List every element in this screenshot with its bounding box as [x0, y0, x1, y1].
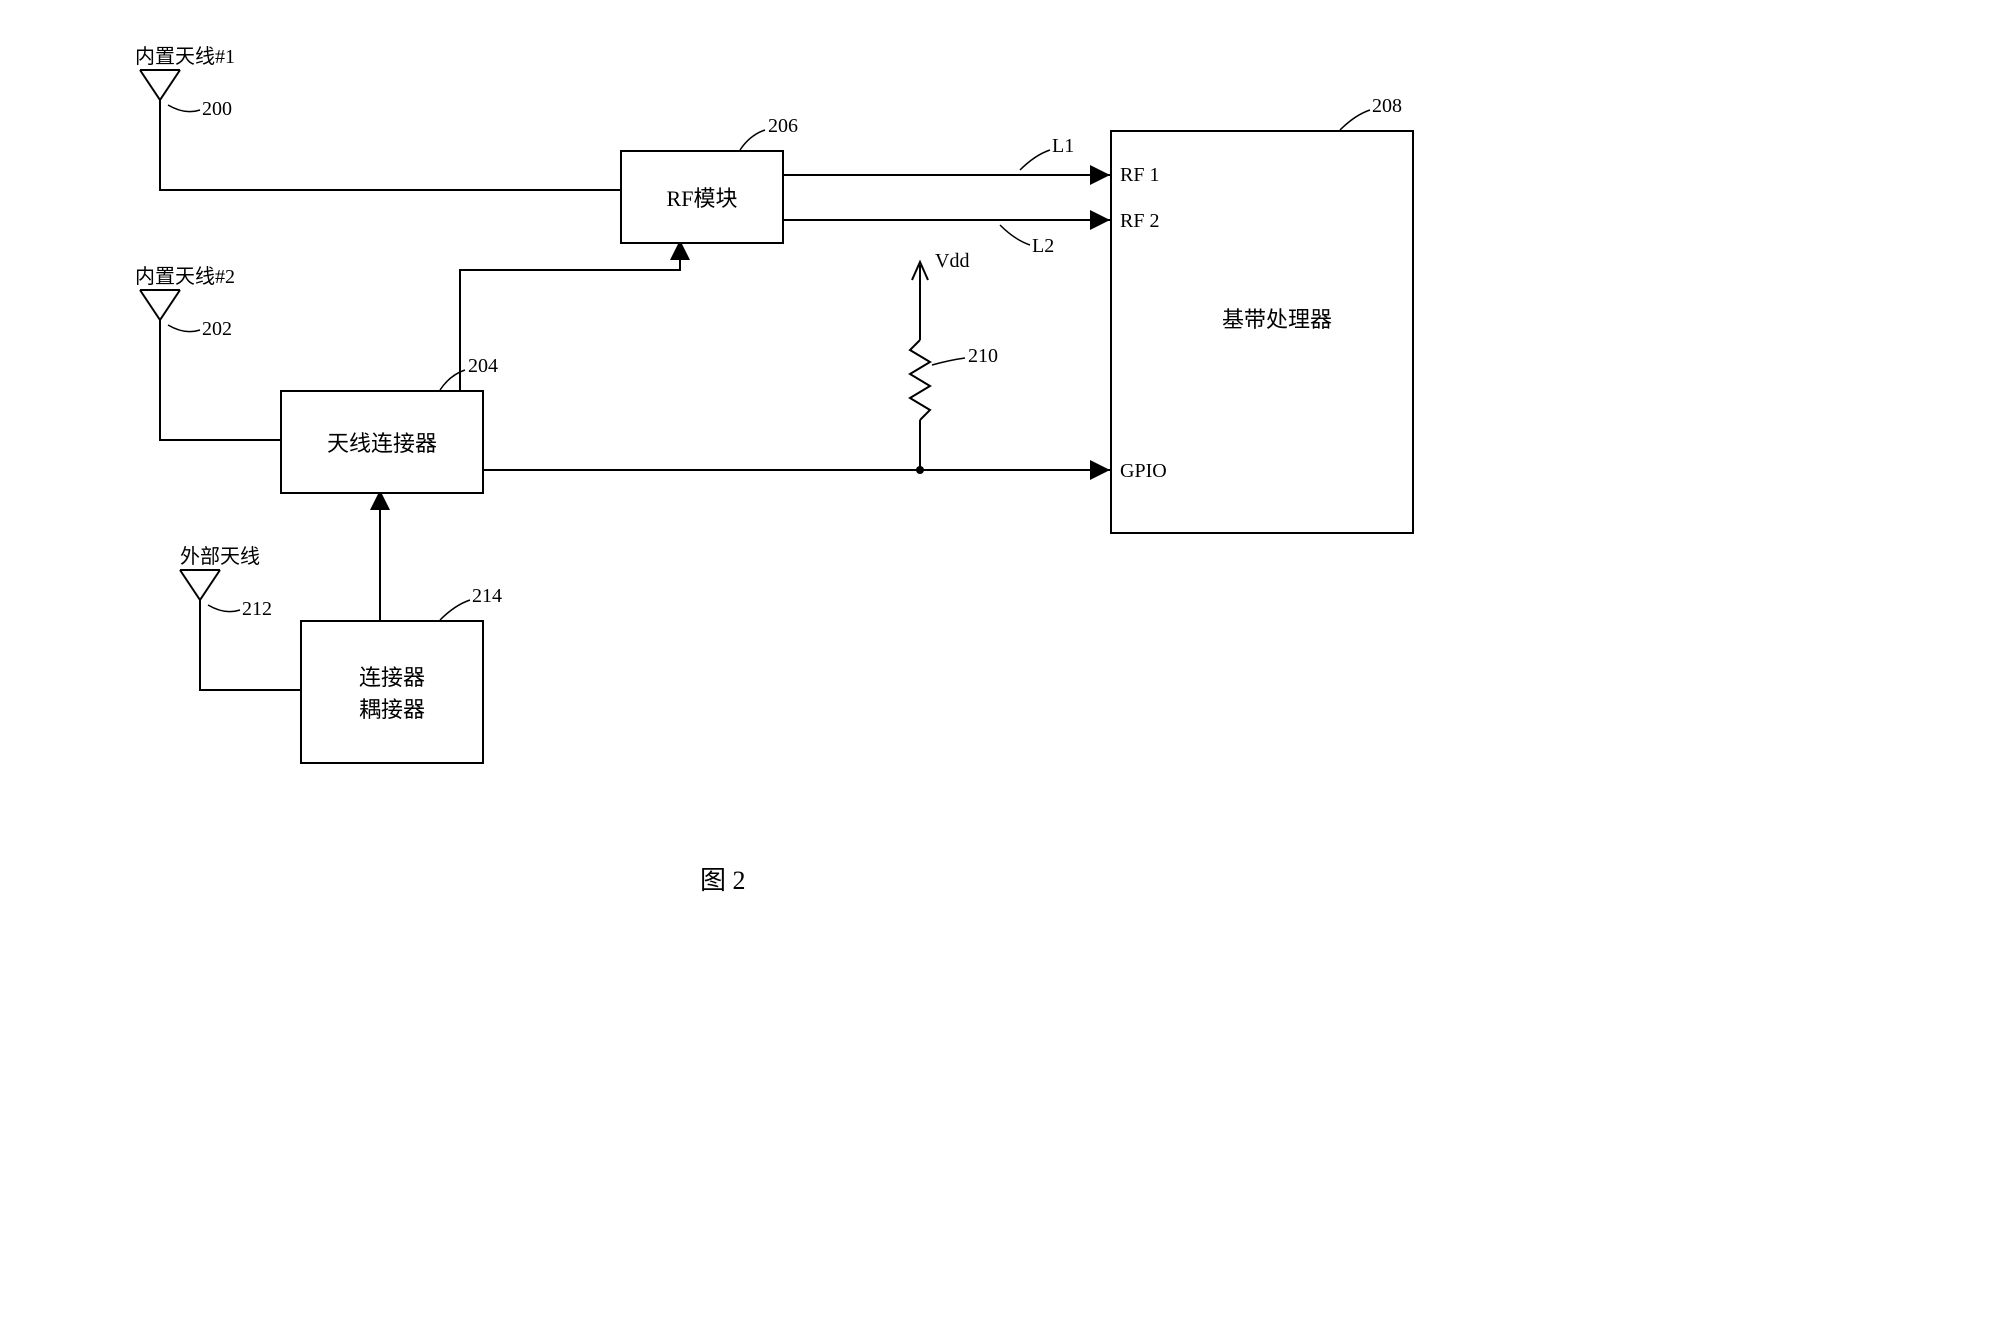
antenna-connector-text: 天线连接器: [327, 426, 437, 458]
l1-label: L1: [1052, 135, 1074, 158]
antenna-ext-ref: 212: [242, 598, 272, 621]
block-diagram: 内置天线#1 200 内置天线#2 202 外部天线 212 天线连接器 204…: [40, 40, 1440, 940]
antenna-connector-ref: 204: [468, 355, 498, 378]
baseband-text: 基带处理器: [1222, 302, 1332, 334]
rf-module-ref: 206: [768, 115, 798, 138]
port-rf1: RF 1: [1120, 164, 1159, 187]
antenna-connector-block: 天线连接器: [280, 390, 484, 494]
connector-text: 连接器: [359, 660, 425, 692]
antenna-2-ref: 202: [202, 318, 232, 341]
antenna-2-symbol: [140, 290, 180, 360]
baseband-block: RF 1 RF 2 GPIO 基带处理器: [1110, 130, 1414, 534]
rf-module-text: RF模块: [667, 181, 738, 213]
vdd-label: Vdd: [935, 250, 969, 273]
antenna-2-label: 内置天线#2: [135, 260, 235, 289]
baseband-ref: 208: [1372, 95, 1402, 118]
l2-label: L2: [1032, 235, 1054, 258]
resistor-ref: 210: [968, 345, 998, 368]
antenna-1-symbol: [140, 70, 180, 140]
port-gpio: GPIO: [1120, 460, 1167, 483]
figure-caption: 图 2: [700, 860, 746, 897]
connector-coupler-ref: 214: [472, 585, 502, 608]
antenna-1-label: 内置天线#1: [135, 40, 235, 69]
antenna-ext-label: 外部天线: [180, 540, 260, 569]
port-rf2: RF 2: [1120, 210, 1159, 233]
antenna-1-ref: 200: [202, 98, 232, 121]
antenna-ext-symbol: [180, 570, 220, 640]
coupler-text: 耦接器: [359, 692, 425, 724]
rf-module-block: RF模块: [620, 150, 784, 244]
connector-coupler-block: 连接器 耦接器: [300, 620, 484, 764]
